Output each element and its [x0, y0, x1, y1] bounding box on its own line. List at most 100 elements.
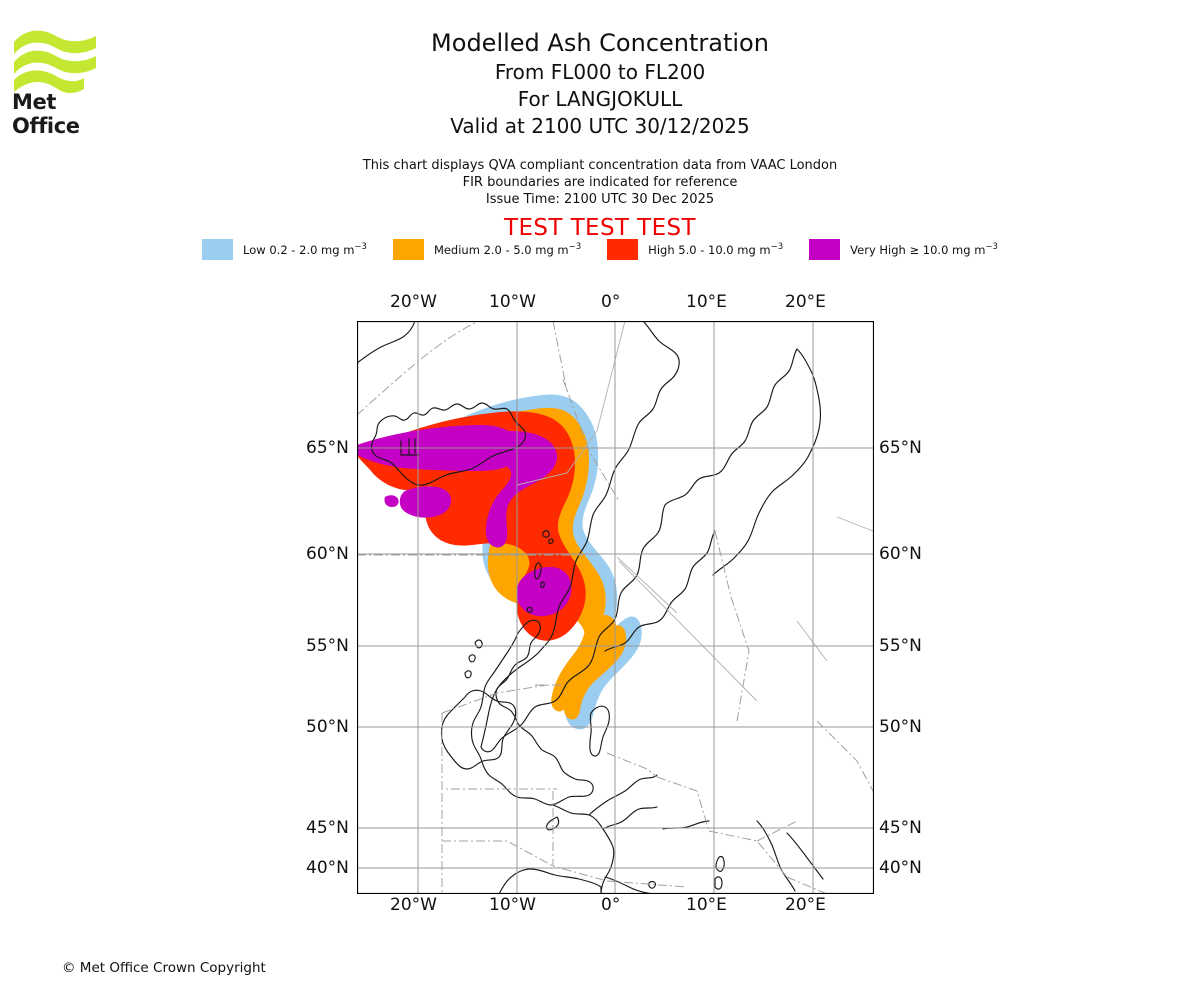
lon-label-bottom-4: 20°E [785, 895, 826, 915]
coast-denmark [589, 705, 610, 757]
legend-label-medium: Medium 2.0 - 5.0 mg m−3 [433, 242, 582, 257]
plume-contour-very-high-south [516, 566, 572, 617]
fir-se-europe [786, 876, 828, 894]
coast-ireland [440, 689, 517, 770]
lat-label-right-3: 50°N [879, 717, 922, 737]
fir-solid-north-sea [516, 321, 626, 486]
page-title: Modelled Ash Concentration [431, 29, 769, 57]
lat-label-left-0: 65°N [306, 438, 349, 458]
legend-label-high: High 5.0 - 10.0 mg m−3 [648, 242, 784, 257]
fir-germany [656, 776, 710, 832]
fir-shanwick-north [441, 684, 548, 714]
coast-orkney [526, 606, 533, 614]
lon-label-top-0: 20°W [390, 292, 437, 312]
lon-label-bottom-3: 10°E [686, 895, 727, 915]
lon-label-top-1: 10°W [489, 292, 536, 312]
legend-swatch-medium [392, 239, 424, 260]
fir-france-west [552, 791, 608, 882]
legend-swatch-very-high [809, 239, 841, 260]
coast-brittany [545, 816, 560, 831]
legend-swatch-high [607, 239, 639, 260]
fir-solid-ne-atlantic [616, 556, 678, 614]
lat-label-right-5: 40°N [879, 858, 922, 878]
fir-solid-c [796, 620, 828, 662]
coast-sweden-east [664, 348, 798, 506]
coast-faroe [542, 530, 550, 538]
plume-contour-very-high-arc [432, 431, 558, 548]
coast-shetland-2 [540, 581, 545, 589]
coast-iberia [498, 868, 602, 894]
legend-label-low: Low 0.2 - 2.0 mg m−3 [243, 242, 367, 257]
coast-italy [756, 820, 796, 892]
coast-france-inner [602, 806, 658, 830]
coast-faroe-2 [548, 538, 554, 544]
lat-label-left-5: 40°N [306, 858, 349, 878]
subtitle-fir: FIR boundaries are indicated for referen… [462, 175, 738, 190]
fir-france-south [606, 880, 688, 888]
legend-swatch-low [202, 239, 234, 260]
coast-finland [712, 348, 822, 576]
coast-lowlands [588, 774, 658, 816]
coast-france [552, 804, 615, 894]
coast-hebrides-3 [464, 670, 472, 679]
coast-greenland [357, 321, 416, 364]
logo-waves-icon [14, 30, 96, 94]
concentration-legend: Low 0.2 - 2.0 mg m−3 Medium 2.0 - 5.0 mg… [0, 239, 1200, 260]
plume-contour-very-high-blob-left [399, 486, 452, 518]
fir-shanwick [441, 713, 557, 790]
coast-great-britain [470, 619, 594, 806]
title-valid-time: Valid at 2100 UTC 30/12/2025 [450, 114, 750, 138]
subtitle-block: This chart displays QVA compliant concen… [0, 157, 1200, 208]
lon-label-top-2: 0° [601, 292, 621, 312]
fir-reykjavik-north [357, 321, 480, 416]
lat-label-left-4: 45°N [306, 818, 349, 838]
legend-item-low: Low 0.2 - 2.0 mg m−3 [202, 239, 367, 260]
fir-east [816, 720, 874, 792]
fir-solid-east-long [618, 560, 758, 702]
plume-contour-very-high-speck [384, 495, 399, 507]
brand-name: Met Office [12, 90, 80, 138]
coast-iceland [371, 402, 527, 486]
lat-label-right-4: 45°N [879, 818, 922, 838]
legend-item-very-high: Very High ≥ 10.0 mg m−3 [809, 239, 998, 260]
fir-baltic [714, 530, 750, 722]
lat-label-right-2: 55°N [879, 636, 922, 656]
coast-medcoast [604, 876, 654, 894]
fir-denmark [606, 752, 658, 778]
coast-shetland [534, 562, 542, 580]
coast-sardinia [714, 876, 723, 890]
lon-label-bottom-2: 0° [601, 895, 621, 915]
coast-balearic [648, 881, 657, 889]
lat-label-left-1: 60°N [306, 544, 349, 564]
fir-bodo [552, 321, 568, 392]
fir-boundaries [357, 321, 874, 894]
ash-concentration-map[interactable] [357, 321, 874, 894]
fir-italy [756, 820, 798, 842]
lat-label-left-2: 55°N [306, 636, 349, 656]
fir-solid-b [836, 516, 874, 532]
coast-adriatic [786, 832, 824, 880]
plume-tail-medium [551, 614, 617, 712]
fir-iberia-north [442, 840, 554, 867]
lat-label-right-1: 60°N [879, 544, 922, 564]
title-volcano: For LANGJOKULL [517, 87, 683, 111]
subtitle-issue-time: Issue Time: 2100 UTC 30 Dec 2025 [485, 192, 715, 207]
lon-label-top-3: 10°E [686, 292, 727, 312]
chart-title-block: Modelled Ash Concentration From FL000 to… [0, 28, 1200, 140]
subtitle-qva: This chart displays QVA compliant concen… [362, 158, 838, 173]
coast-hebrides [474, 639, 483, 649]
legend-item-medium: Medium 2.0 - 5.0 mg m−3 [392, 239, 582, 260]
map-graticule [357, 321, 874, 894]
lon-label-bottom-0: 20°W [390, 895, 437, 915]
map-frame [357, 321, 874, 894]
fir-norway-sea [562, 378, 620, 502]
coast-hebrides-2 [468, 654, 476, 663]
lon-label-top-4: 20°E [785, 292, 826, 312]
legend-item-high: High 5.0 - 10.0 mg m−3 [607, 239, 783, 260]
coast-baltic-inner [604, 530, 716, 652]
lat-label-left-3: 50°N [306, 717, 349, 737]
lon-label-bottom-1: 10°W [489, 895, 536, 915]
legend-label-very-high: Very High ≥ 10.0 mg m−3 [850, 242, 998, 257]
fir-central-europe [708, 830, 788, 878]
lat-label-right-0: 65°N [879, 438, 922, 458]
